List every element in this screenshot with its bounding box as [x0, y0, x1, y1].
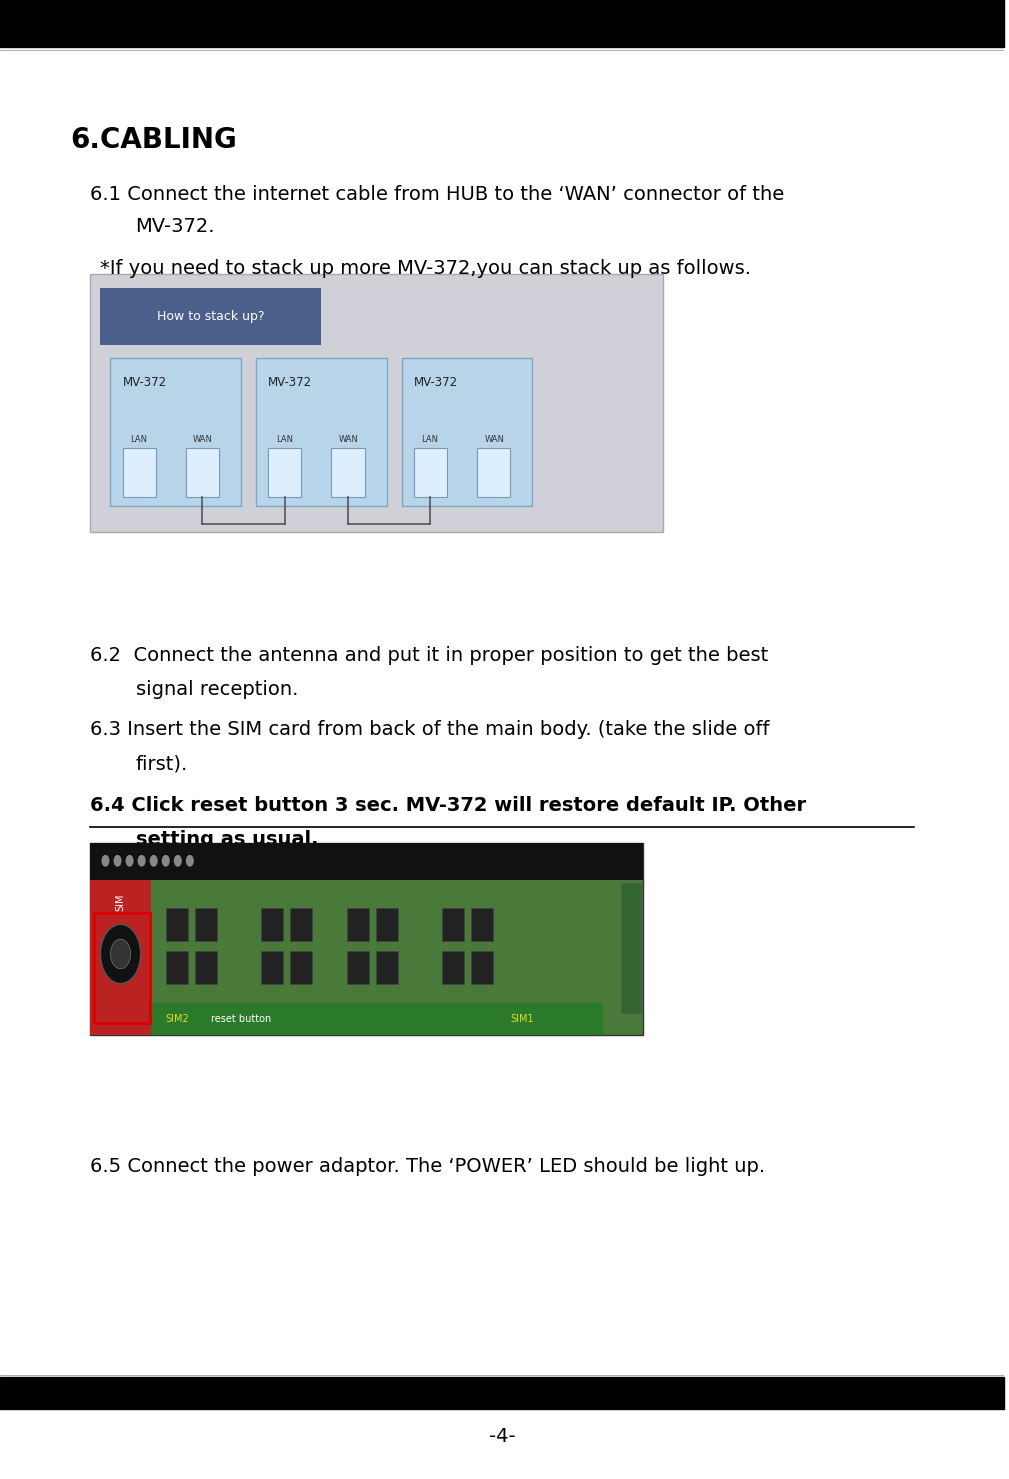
- Text: MV-372.: MV-372.: [135, 217, 215, 237]
- Text: 6.2  Connect the antenna and put it in proper position to get the best: 6.2 Connect the antenna and put it in pr…: [91, 646, 769, 666]
- Bar: [122, 448, 155, 497]
- Text: How to stack up?: How to stack up?: [157, 311, 264, 322]
- Bar: [621, 883, 641, 1013]
- Text: LAN: LAN: [275, 435, 293, 444]
- Text: 6.CABLING: 6.CABLING: [71, 126, 237, 154]
- Circle shape: [161, 855, 170, 867]
- Bar: [471, 908, 493, 941]
- Circle shape: [111, 939, 130, 969]
- Bar: [268, 448, 302, 497]
- Bar: [165, 908, 188, 941]
- Circle shape: [113, 855, 121, 867]
- Text: WAN: WAN: [484, 435, 504, 444]
- Text: MV-372: MV-372: [268, 376, 313, 389]
- Bar: [414, 448, 447, 497]
- Bar: [477, 448, 511, 497]
- Bar: [375, 951, 398, 984]
- Text: first).: first).: [135, 754, 188, 774]
- Bar: [111, 358, 241, 506]
- Bar: [91, 880, 150, 1035]
- Text: WAN: WAN: [193, 435, 213, 444]
- Bar: [375, 908, 398, 941]
- Bar: [150, 1003, 602, 1035]
- Text: setting as usual.: setting as usual.: [135, 830, 318, 849]
- Bar: [165, 951, 188, 984]
- Text: SIM: SIM: [116, 893, 125, 911]
- Bar: [0, 1377, 1005, 1409]
- Circle shape: [137, 855, 145, 867]
- Bar: [91, 843, 643, 1035]
- Text: MV-372: MV-372: [122, 376, 166, 389]
- Bar: [256, 358, 386, 506]
- Text: 6.4 Click reset button 3 sec. MV-372 will restore default IP. Other: 6.4 Click reset button 3 sec. MV-372 wil…: [91, 796, 806, 815]
- Bar: [101, 288, 322, 345]
- Text: 6.3 Insert the SIM card from back of the main body. (take the slide off: 6.3 Insert the SIM card from back of the…: [91, 720, 770, 740]
- Bar: [442, 951, 464, 984]
- Bar: [261, 908, 284, 941]
- Bar: [91, 843, 643, 880]
- Bar: [186, 448, 219, 497]
- Text: -4-: -4-: [489, 1427, 516, 1446]
- Bar: [91, 274, 663, 532]
- Text: *If you need to stack up more MV-372,you can stack up as follows.: *If you need to stack up more MV-372,you…: [101, 259, 752, 278]
- Circle shape: [101, 924, 140, 984]
- Text: 6.1 Connect the internet cable from HUB to the ‘WAN’ connector of the: 6.1 Connect the internet cable from HUB …: [91, 185, 785, 204]
- Text: WAN: WAN: [339, 435, 358, 444]
- Circle shape: [102, 855, 110, 867]
- Bar: [0, 0, 1005, 47]
- Circle shape: [174, 855, 182, 867]
- Bar: [195, 951, 217, 984]
- Circle shape: [125, 855, 133, 867]
- Text: LAN: LAN: [422, 435, 439, 444]
- Bar: [195, 908, 217, 941]
- Text: SIM1: SIM1: [511, 1015, 534, 1023]
- Text: LAN: LAN: [130, 435, 147, 444]
- Bar: [291, 951, 313, 984]
- Text: reset button: reset button: [211, 1015, 271, 1023]
- Text: 6.5 Connect the power adaptor. The ‘POWER’ LED should be light up.: 6.5 Connect the power adaptor. The ‘POWE…: [91, 1157, 766, 1176]
- Bar: [291, 908, 313, 941]
- Bar: [261, 951, 284, 984]
- Circle shape: [186, 855, 194, 867]
- Text: signal reception.: signal reception.: [135, 680, 298, 700]
- Bar: [402, 358, 533, 506]
- Bar: [346, 951, 368, 984]
- Bar: [346, 908, 368, 941]
- Text: MV-372: MV-372: [414, 376, 458, 389]
- Bar: [332, 448, 364, 497]
- Bar: [442, 908, 464, 941]
- Bar: [471, 951, 493, 984]
- Bar: [95, 913, 149, 1023]
- Circle shape: [149, 855, 157, 867]
- Text: SIM2: SIM2: [165, 1015, 190, 1023]
